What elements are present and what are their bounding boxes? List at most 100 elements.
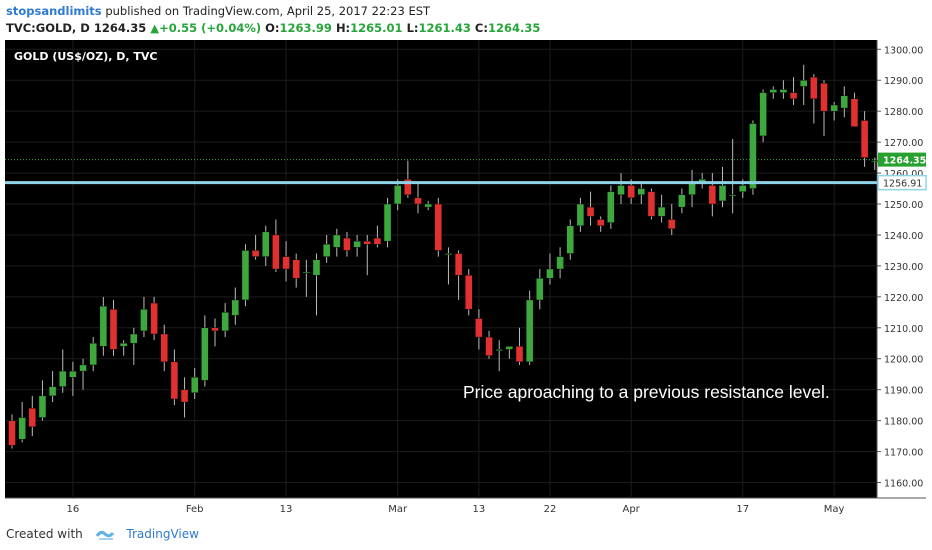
candle[interactable] bbox=[800, 64, 808, 105]
candle[interactable] bbox=[546, 253, 554, 285]
candle[interactable] bbox=[820, 80, 828, 136]
low-value: 1261.43 bbox=[418, 21, 471, 35]
candle-body bbox=[383, 203, 392, 242]
candle[interactable] bbox=[231, 287, 240, 325]
candle[interactable] bbox=[607, 185, 615, 229]
candle[interactable] bbox=[201, 315, 209, 387]
low-label: L: bbox=[406, 21, 419, 35]
candle[interactable] bbox=[637, 182, 645, 205]
candle[interactable] bbox=[89, 337, 97, 372]
candle[interactable] bbox=[211, 318, 219, 347]
candle[interactable] bbox=[99, 296, 108, 356]
candle[interactable] bbox=[525, 290, 534, 365]
candle[interactable] bbox=[779, 80, 788, 99]
candle[interactable] bbox=[18, 402, 26, 443]
candle[interactable] bbox=[789, 77, 798, 105]
annotation-text: Price aproaching to a previous resistanc… bbox=[463, 382, 830, 402]
candle[interactable] bbox=[221, 303, 229, 338]
candle[interactable] bbox=[647, 188, 656, 220]
candle[interactable] bbox=[282, 241, 290, 282]
candle[interactable] bbox=[241, 244, 250, 307]
candle[interactable] bbox=[515, 327, 524, 365]
candle[interactable] bbox=[302, 259, 311, 297]
candle[interactable] bbox=[454, 250, 463, 300]
candle[interactable] bbox=[414, 182, 422, 214]
candle[interactable] bbox=[262, 225, 270, 266]
candle[interactable] bbox=[363, 234, 371, 276]
candle[interactable] bbox=[79, 358, 87, 390]
candle[interactable] bbox=[28, 395, 36, 437]
candle[interactable] bbox=[109, 299, 118, 356]
candle[interactable] bbox=[373, 225, 382, 248]
candle[interactable] bbox=[769, 86, 777, 99]
candle[interactable] bbox=[485, 330, 493, 359]
candle[interactable] bbox=[424, 200, 432, 211]
candle[interactable] bbox=[576, 197, 585, 232]
candle[interactable] bbox=[130, 327, 138, 365]
candle[interactable] bbox=[404, 160, 412, 198]
candle[interactable] bbox=[505, 346, 514, 359]
y-tick-label: 1210.00 bbox=[884, 324, 923, 335]
candle-body bbox=[546, 268, 554, 279]
candle[interactable] bbox=[759, 89, 767, 143]
candle[interactable] bbox=[728, 139, 737, 214]
candle[interactable] bbox=[38, 380, 47, 421]
candle[interactable] bbox=[830, 101, 838, 121]
candle-body bbox=[454, 253, 463, 276]
candle[interactable] bbox=[708, 173, 717, 217]
candle-body bbox=[322, 244, 331, 257]
candle[interactable] bbox=[180, 377, 189, 418]
candle[interactable] bbox=[434, 197, 442, 257]
candle[interactable] bbox=[657, 194, 666, 223]
candle[interactable] bbox=[8, 414, 16, 449]
candle[interactable] bbox=[495, 340, 503, 372]
candle[interactable] bbox=[343, 231, 351, 257]
candle[interactable] bbox=[597, 216, 605, 232]
candlestick-chart[interactable]: 1160.00 1170.00 1180.00 1190.00 1200.00 1210.… bbox=[0, 0, 932, 520]
open-value: 1263.99 bbox=[279, 21, 332, 35]
candle-body bbox=[312, 259, 321, 276]
candle[interactable] bbox=[333, 228, 341, 257]
candle[interactable] bbox=[140, 296, 148, 338]
candle[interactable] bbox=[668, 204, 676, 235]
candle[interactable] bbox=[272, 219, 280, 273]
candle-body bbox=[99, 305, 108, 347]
resistance-level-badge bbox=[877, 174, 927, 191]
candle[interactable] bbox=[322, 234, 331, 263]
candle[interactable] bbox=[566, 219, 574, 260]
tradingview-link[interactable]: TradingView bbox=[126, 527, 199, 541]
candle[interactable] bbox=[292, 253, 300, 288]
candle[interactable] bbox=[312, 253, 321, 316]
candle[interactable] bbox=[119, 340, 128, 356]
author-link[interactable]: stopsandlimits bbox=[6, 4, 102, 18]
candle-body bbox=[586, 206, 595, 217]
candle[interactable] bbox=[475, 309, 483, 350]
candle[interactable] bbox=[718, 166, 727, 208]
candle[interactable] bbox=[160, 324, 168, 372]
candle[interactable] bbox=[536, 269, 544, 310]
candle[interactable] bbox=[678, 188, 686, 214]
candle[interactable] bbox=[465, 269, 473, 316]
candle-body bbox=[89, 343, 97, 366]
candle[interactable] bbox=[251, 234, 260, 260]
candle[interactable] bbox=[190, 368, 199, 399]
candle[interactable] bbox=[48, 371, 57, 403]
candle-body bbox=[48, 386, 57, 397]
candle[interactable] bbox=[383, 197, 392, 248]
candle[interactable] bbox=[150, 296, 158, 341]
candle[interactable] bbox=[850, 92, 859, 127]
candle[interactable] bbox=[353, 234, 361, 257]
candle-body bbox=[830, 104, 838, 112]
candle[interactable] bbox=[860, 111, 869, 167]
candle[interactable] bbox=[617, 173, 625, 205]
candle[interactable] bbox=[170, 349, 179, 406]
candle[interactable] bbox=[59, 349, 67, 393]
candle[interactable] bbox=[556, 247, 564, 279]
candle[interactable] bbox=[586, 191, 595, 226]
candle[interactable] bbox=[810, 74, 818, 124]
candle[interactable] bbox=[444, 247, 453, 285]
candle[interactable] bbox=[69, 361, 77, 396]
candle[interactable] bbox=[394, 179, 402, 211]
candle[interactable] bbox=[840, 86, 848, 118]
candle-body bbox=[465, 274, 473, 310]
